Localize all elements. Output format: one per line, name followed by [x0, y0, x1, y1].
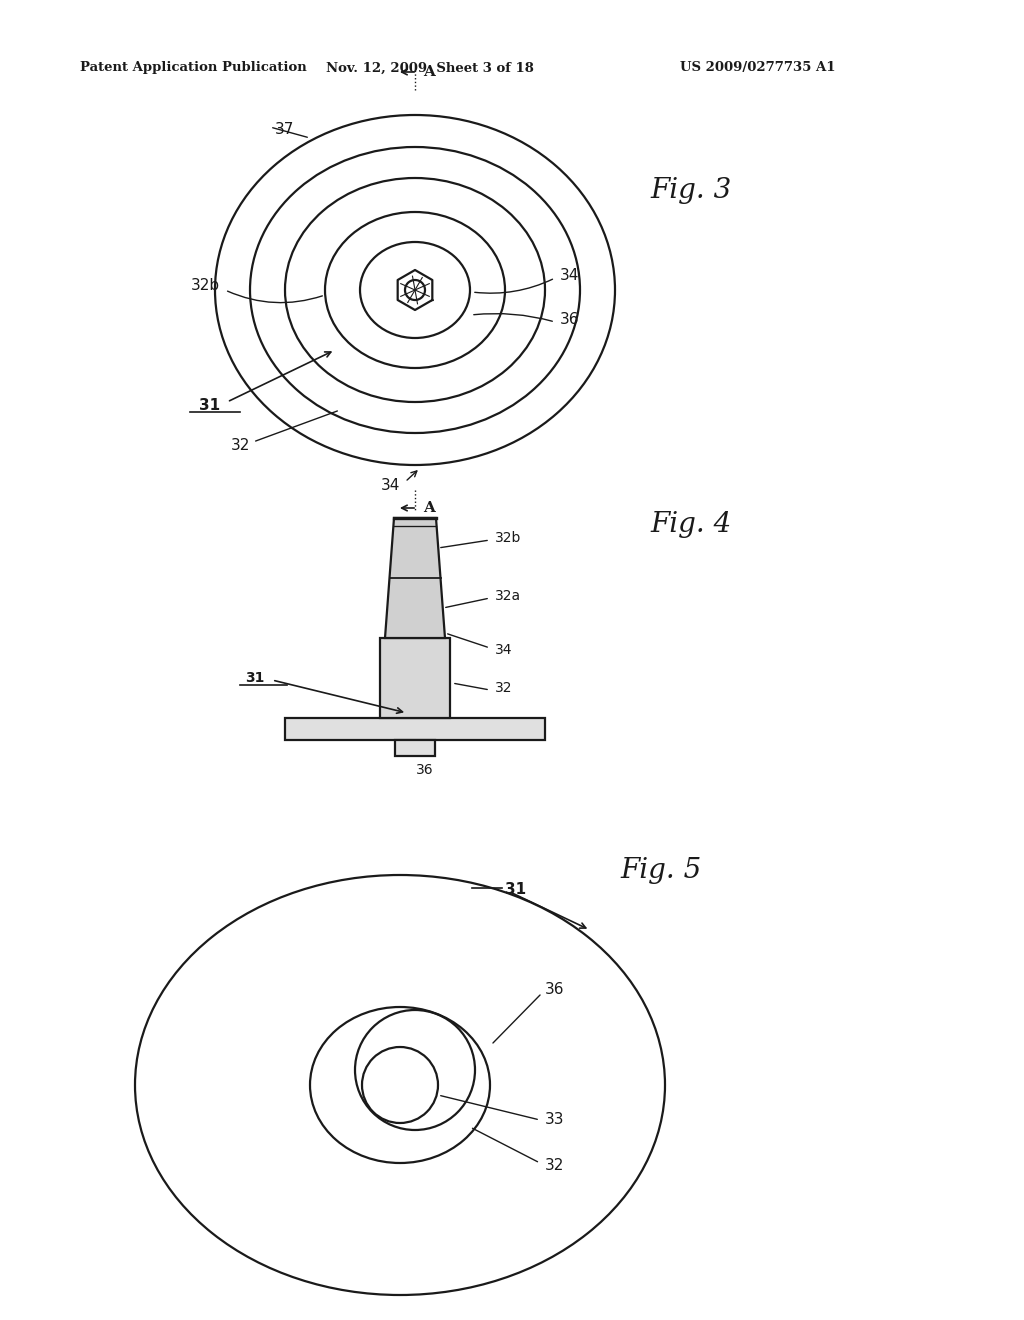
Bar — [380, 638, 450, 718]
Text: Nov. 12, 2009  Sheet 3 of 18: Nov. 12, 2009 Sheet 3 of 18 — [326, 62, 534, 74]
Bar — [395, 741, 435, 756]
Text: 32b: 32b — [495, 531, 521, 545]
Text: 34: 34 — [381, 478, 400, 492]
Text: 31: 31 — [199, 397, 220, 412]
Text: A: A — [423, 65, 435, 79]
Text: 31: 31 — [505, 883, 526, 898]
Text: 33: 33 — [545, 1113, 564, 1127]
Text: 32: 32 — [230, 437, 250, 453]
Text: 36: 36 — [545, 982, 564, 998]
Text: 34: 34 — [560, 268, 580, 282]
Polygon shape — [385, 517, 445, 638]
Text: 32: 32 — [545, 1158, 564, 1172]
Text: Patent Application Publication: Patent Application Publication — [80, 62, 307, 74]
Text: 32a: 32a — [495, 589, 521, 603]
Text: 36: 36 — [416, 763, 434, 777]
Text: Fig. 3: Fig. 3 — [650, 177, 731, 203]
Text: 31: 31 — [246, 671, 265, 685]
Text: 34: 34 — [495, 643, 512, 657]
Text: 37: 37 — [275, 123, 295, 137]
Text: Fig. 5: Fig. 5 — [620, 857, 701, 883]
Text: 36: 36 — [560, 313, 580, 327]
Text: Fig. 4: Fig. 4 — [650, 511, 731, 539]
Text: 32: 32 — [495, 681, 512, 696]
Bar — [285, 718, 545, 741]
Text: 32b: 32b — [190, 277, 220, 293]
Text: US 2009/0277735 A1: US 2009/0277735 A1 — [680, 62, 836, 74]
Text: A: A — [423, 502, 435, 515]
